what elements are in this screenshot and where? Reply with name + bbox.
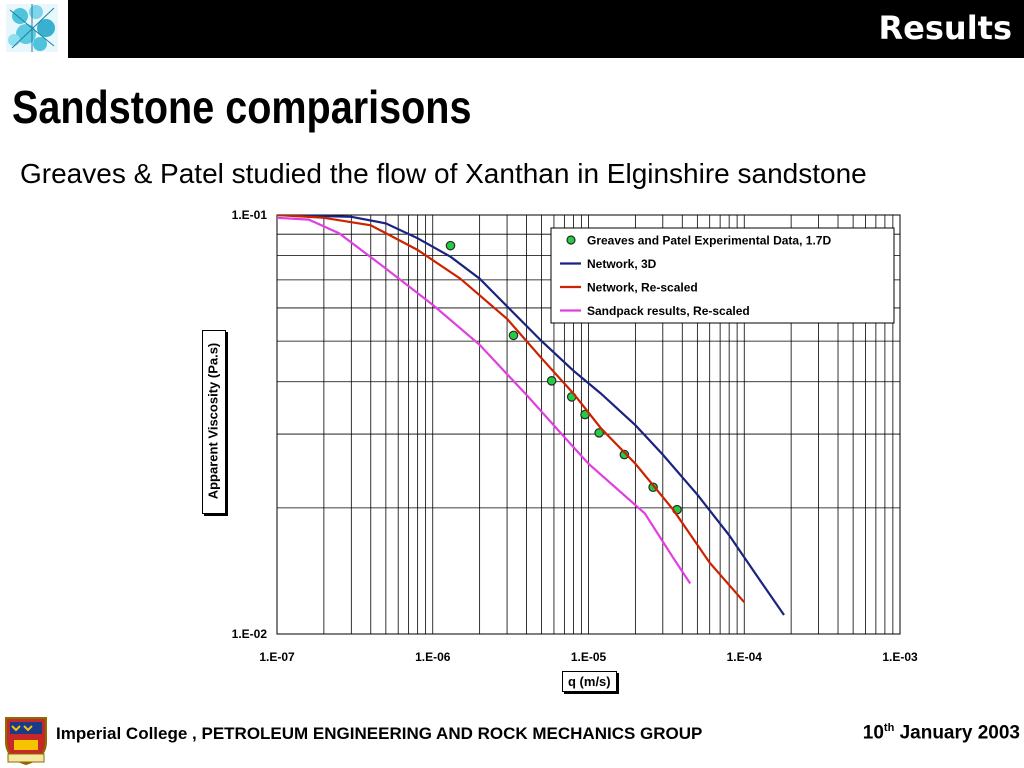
molecule-logo-icon	[6, 4, 58, 52]
slide-subtitle: Greaves & Patel studied the flow of Xant…	[20, 158, 867, 189]
footer-organisation: Imperial College , PETROLEUM ENGINEERING…	[56, 724, 703, 743]
viscosity-chart: 1.E-07 1.E-06 1.E-05 1.E-04 1.E-03 1.E-01 1.E-…	[232, 208, 918, 664]
page-title: Sandstone comparisons	[12, 81, 472, 133]
series-line-network-3d	[277, 215, 785, 616]
data-point-experimental-data	[594, 428, 604, 438]
y-tick-label: 1.E-01	[232, 208, 268, 222]
x-tick-label: 1.E-04	[727, 650, 763, 664]
title-bar: Results	[68, 0, 1024, 58]
legend-label-sandpack-rescaled: Sandpack results, Re-scaled	[587, 304, 750, 318]
data-point-experimental-data	[619, 449, 630, 460]
data-point-experimental-data	[445, 240, 456, 251]
x-tick-label: 1.E-07	[259, 650, 295, 664]
legend-label-network-rescaled: Network, Re-scaled	[587, 281, 698, 295]
x-tick-label: 1.E-06	[415, 650, 451, 664]
x-axis-label: q (m/s)	[562, 671, 617, 692]
legend-swatch-experimental-data	[566, 235, 576, 245]
x-tick-label: 1.E-05	[571, 650, 607, 664]
legend-label-experimental-data: Greaves and Patel Experimental Data, 1.7…	[587, 234, 831, 248]
y-axis-label-box	[202, 330, 226, 514]
logo	[0, 0, 66, 58]
data-point-experimental-data	[508, 330, 519, 341]
section-title: Results	[878, 9, 1012, 47]
y-axis-label: Apparent Viscosity (Pa.s)	[205, 342, 221, 500]
series-line-network-rescaled	[277, 215, 746, 604]
legend-label-network-3d: Network, 3D	[587, 257, 657, 271]
series-line-sandpack-rescaled	[277, 216, 692, 585]
legend-box	[550, 227, 895, 324]
imperial-college-crest-icon	[5, 717, 47, 766]
footer-date: 10th January 2003	[862, 722, 1020, 744]
chart-legend: Greaves and Patel Experimental Data, 1.7…	[550, 227, 895, 324]
data-point-experimental-data	[546, 376, 557, 386]
x-tick-label: 1.E-03	[882, 650, 918, 664]
y-tick-label: 1.E-02	[232, 627, 268, 641]
